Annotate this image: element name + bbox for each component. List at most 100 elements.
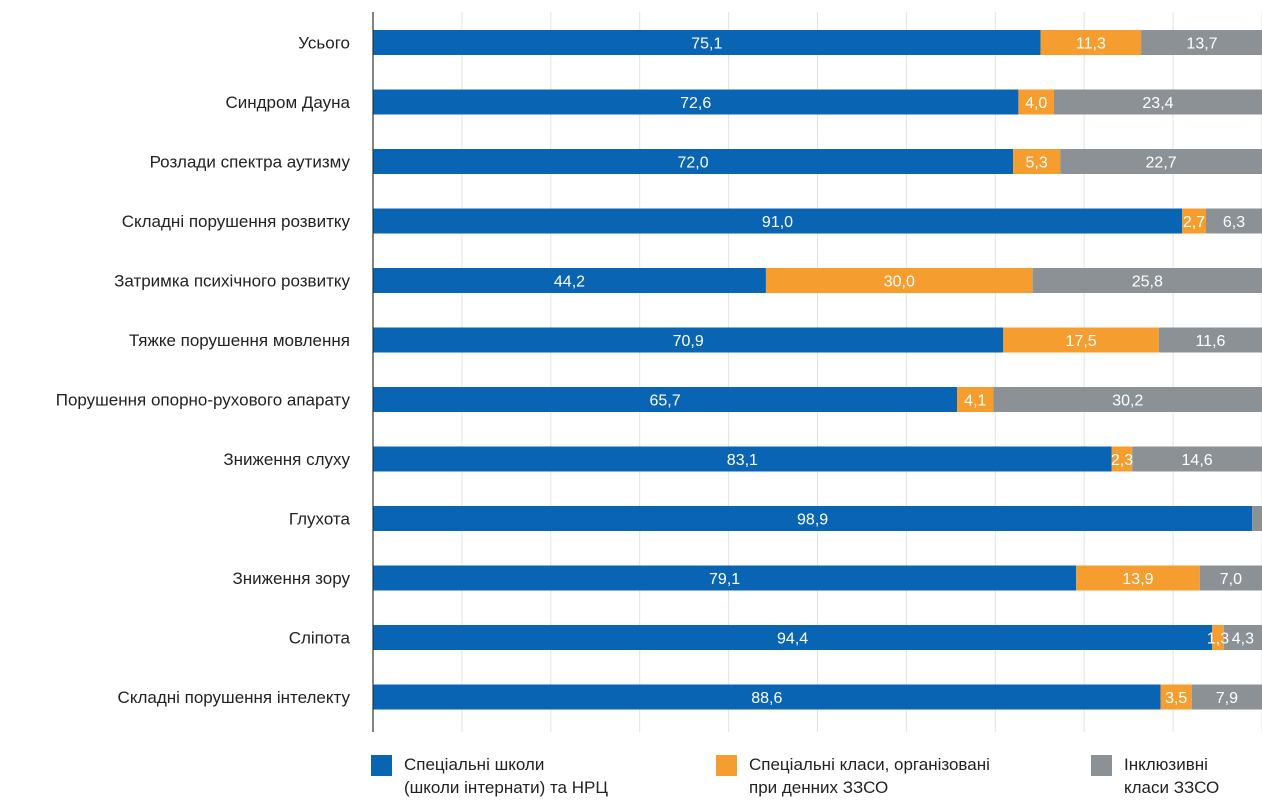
value-label: 14,6 (1182, 452, 1213, 469)
category-labels: Усього Синдром Дауна Розлади спектра аутиз… (56, 34, 351, 708)
bar-segment (993, 387, 1262, 412)
bar-segment (1111, 446, 1133, 472)
bar-segment (1181, 208, 1206, 234)
value-label: 91,0 (762, 214, 793, 231)
category-label: Складні порушення розвитку (122, 212, 351, 231)
legend-item-special-schools: Спеціальні школи (школи інтернати) та НР… (371, 753, 608, 799)
value-label: 6,3 (1223, 214, 1245, 231)
gridlines (461, 12, 1262, 732)
bar-segment (373, 149, 1014, 174)
bar-segment (1252, 506, 1262, 531)
value-label: 11,3 (1076, 36, 1106, 53)
value-label: 11,6 (1195, 333, 1225, 350)
value-label: 30,0 (884, 274, 915, 291)
value-label: 72,0 (677, 155, 708, 172)
category-label: Тяжке порушення мовлення (129, 331, 350, 350)
value-label: 70,9 (673, 333, 704, 350)
bar-segment (1141, 30, 1262, 55)
bar-segment (373, 89, 1019, 115)
bar-segment (1160, 684, 1192, 710)
bar-segment (373, 387, 958, 412)
bar-segment (1018, 89, 1054, 115)
value-label: 72,6 (680, 95, 711, 112)
category-label: Розлади спектра аутизму (150, 153, 351, 172)
bar-segment (1212, 625, 1224, 650)
value-label: 3,5 (1165, 690, 1187, 707)
legend-swatch-special-schools (371, 755, 392, 776)
value-label: 88,6 (751, 690, 782, 707)
legend-label-line: Інклюзивні (1124, 755, 1208, 774)
value-label: 4,1 (964, 393, 986, 410)
value-label: 2,7 (1183, 214, 1205, 231)
bar-segment (1040, 30, 1142, 55)
value-label: 30,2 (1112, 393, 1143, 410)
bar-segment (765, 268, 1033, 293)
category-label: Порушення опорно-рухового апарату (56, 391, 351, 410)
legend-label-line: Спеціальні школи (404, 755, 545, 774)
bar-segment (1013, 149, 1061, 174)
value-label: 4,0 (1025, 95, 1047, 112)
bar-segment (373, 327, 1004, 353)
category-label: Сліпота (289, 629, 351, 648)
legend-swatch-inclusive-classes (1091, 755, 1112, 776)
category-label: Глухота (289, 510, 351, 529)
legend-item-inclusive-classes: Інклюзивні класи ЗЗСО (1091, 753, 1219, 799)
legend-label-line: при денних ЗЗСО (749, 778, 889, 797)
value-label: 4,3 (1232, 631, 1254, 648)
legend-label-inclusive-classes: Інклюзивні класи ЗЗСО (1124, 753, 1219, 799)
value-label: 2,3 (1111, 452, 1133, 469)
value-label: 75,1 (691, 36, 722, 53)
value-label: 1,3 (1207, 631, 1229, 648)
category-label: Затримка психічного розвитку (114, 272, 350, 291)
legend-item-special-classes: Спеціальні класи, організовані при денни… (716, 753, 990, 799)
bar-segment (1191, 684, 1262, 710)
legend: Спеціальні школи (школи інтернати) та НР… (0, 753, 1262, 803)
bar-segment (373, 208, 1182, 234)
value-label: 13,9 (1122, 571, 1153, 588)
bar-segment (373, 506, 1253, 531)
value-label: 94,4 (777, 631, 808, 648)
value-label: 65,7 (649, 393, 680, 410)
value-label: 17,5 (1066, 333, 1097, 350)
legend-swatch-special-classes (716, 755, 737, 776)
bar-segment (1060, 149, 1262, 174)
bar-segment (1076, 565, 1200, 591)
bar-segment (1132, 446, 1262, 472)
value-label: 7,9 (1216, 690, 1238, 707)
value-label: 7,0 (1220, 571, 1242, 588)
category-label: Зниження слуху (223, 450, 350, 469)
bar-segment (1223, 625, 1262, 650)
bar-segment (373, 684, 1161, 710)
bar-segment (373, 268, 766, 293)
bar-segment (373, 446, 1112, 472)
value-label: 79,1 (709, 571, 740, 588)
value-label: 5,3 (1026, 155, 1048, 172)
legend-label-special-classes: Спеціальні класи, організовані при денни… (749, 753, 990, 799)
bar-segment (1158, 327, 1262, 353)
bars (373, 30, 1262, 710)
bar-segment (1205, 208, 1262, 234)
value-label: 83,1 (727, 452, 758, 469)
bar-segment (373, 625, 1213, 650)
bar-segment (1053, 89, 1262, 115)
bar-segment (957, 387, 994, 412)
value-label: 25,8 (1132, 274, 1163, 291)
legend-label-line: (школи інтернати) та НРЦ (404, 778, 608, 797)
legend-label-line: Спеціальні класи, організовані (749, 755, 990, 774)
category-label: Зниження зору (232, 569, 350, 588)
category-label: Синдром Дауна (225, 93, 350, 112)
bar-segment (373, 565, 1077, 591)
bar-segment (373, 30, 1041, 55)
legend-label-special-schools: Спеціальні школи (школи інтернати) та НР… (404, 753, 608, 799)
bar-segment (1003, 327, 1159, 353)
value-label: 22,7 (1146, 155, 1177, 172)
category-label: Усього (298, 34, 350, 53)
bar-segment (1199, 565, 1262, 591)
legend-label-line: класи ЗЗСО (1124, 778, 1220, 797)
value-label: 13,7 (1186, 36, 1217, 53)
value-label: 44,2 (554, 274, 585, 291)
value-labels: 75,1 11,3 13,7 72,6 4,0 23,4 72,0 5,3 22,7 91,0 2,… (554, 36, 1254, 708)
category-label: Складні порушення інтелекту (118, 688, 351, 707)
value-label: 98,9 (797, 512, 828, 529)
stacked-bar-chart: Усього Синдром Дауна Розлади спектра аутиз… (56, 12, 1262, 732)
